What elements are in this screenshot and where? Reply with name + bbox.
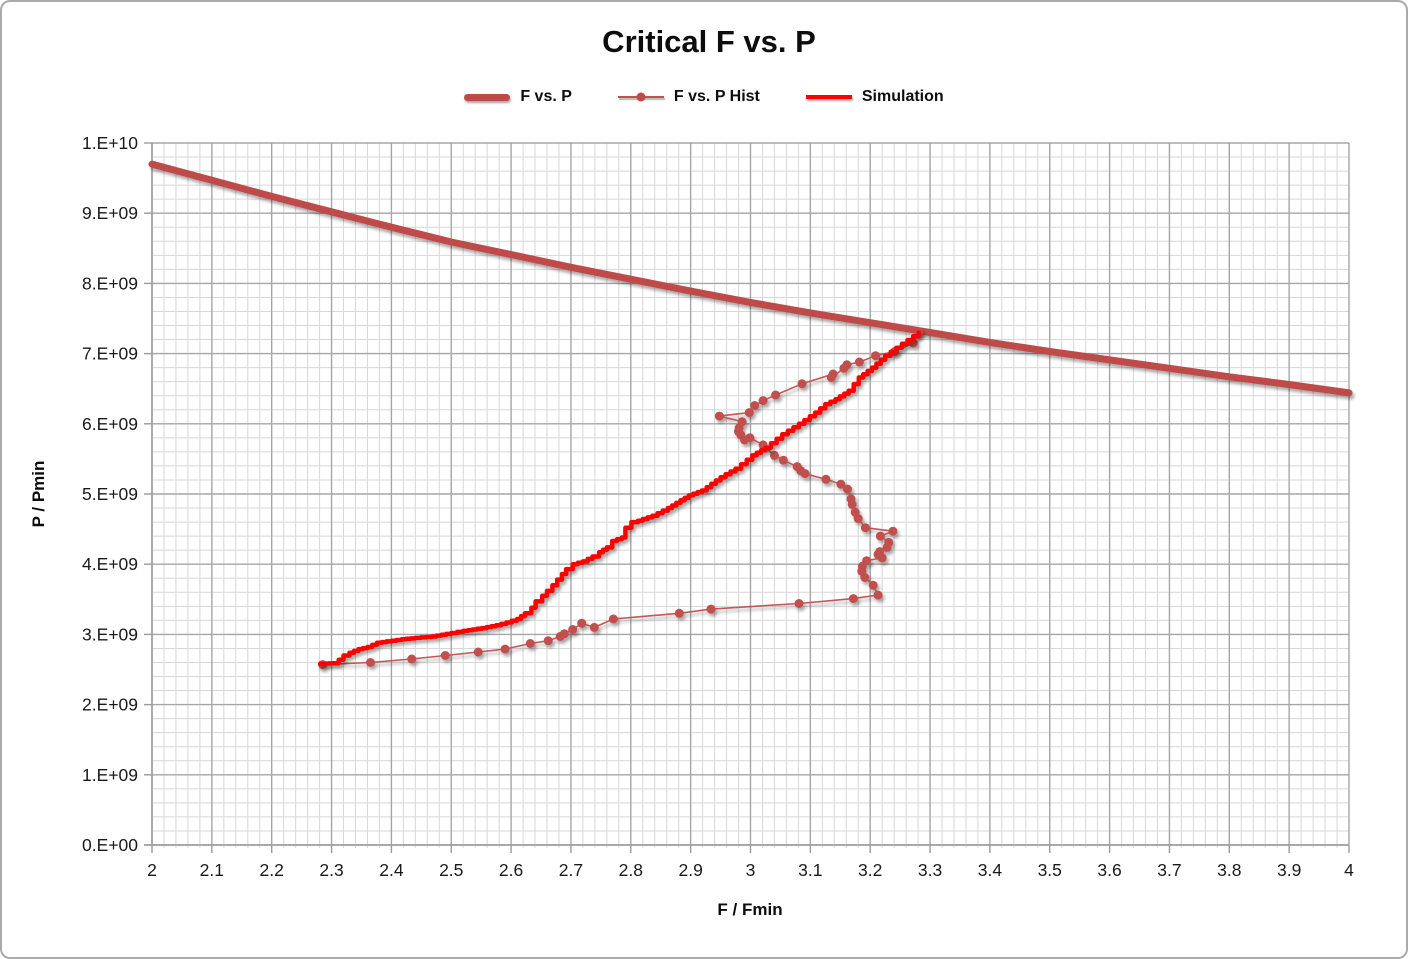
- chart-title: Critical F vs. P: [602, 24, 816, 59]
- svg-text:2: 2: [147, 860, 157, 880]
- svg-text:3.6: 3.6: [1097, 860, 1121, 880]
- legend-label-f-vs-p: F vs. P: [520, 88, 572, 105]
- svg-text:3.3: 3.3: [918, 860, 942, 880]
- svg-text:3.8: 3.8: [1217, 860, 1241, 880]
- svg-text:9.E+09: 9.E+09: [82, 203, 138, 223]
- svg-text:2.1: 2.1: [200, 860, 224, 880]
- svg-text:7.E+09: 7.E+09: [82, 344, 138, 364]
- svg-text:2.7: 2.7: [559, 860, 583, 880]
- svg-text:3.1: 3.1: [798, 860, 822, 880]
- svg-text:2.8: 2.8: [619, 860, 643, 880]
- svg-text:2.4: 2.4: [379, 860, 404, 880]
- legend-label-simulation: Simulation: [861, 88, 944, 105]
- svg-text:3.E+09: 3.E+09: [82, 624, 138, 644]
- svg-text:3.9: 3.9: [1277, 860, 1301, 880]
- svg-text:4.E+09: 4.E+09: [82, 554, 138, 574]
- svg-text:3.2: 3.2: [858, 860, 882, 880]
- legend-item-f-vs-p-hist: F vs. P Hist: [617, 88, 760, 106]
- svg-text:3: 3: [746, 860, 756, 880]
- svg-text:2.E+09: 2.E+09: [82, 695, 138, 715]
- svg-text:0.E+00: 0.E+00: [82, 835, 138, 855]
- legend-swatch-f-vs-p-hist: [617, 92, 664, 102]
- svg-text:2.2: 2.2: [260, 860, 284, 880]
- svg-text:1.E+10: 1.E+10: [82, 133, 138, 153]
- x-axis-title: F / Fmin: [717, 900, 783, 919]
- svg-text:6.E+09: 6.E+09: [82, 414, 138, 434]
- legend-swatch-simulation: [805, 95, 852, 99]
- svg-text:3.5: 3.5: [1038, 860, 1062, 880]
- svg-text:1.E+09: 1.E+09: [82, 765, 138, 785]
- svg-text:4: 4: [1344, 860, 1354, 880]
- svg-text:2.6: 2.6: [499, 860, 523, 880]
- svg-text:3.7: 3.7: [1157, 860, 1181, 880]
- legend-marker-dot: [636, 92, 646, 102]
- legend-label-f-vs-p-hist: F vs. P Hist: [673, 88, 760, 105]
- svg-text:8.E+09: 8.E+09: [82, 273, 138, 293]
- svg-text:2.5: 2.5: [439, 860, 463, 880]
- svg-text:2.3: 2.3: [319, 860, 343, 880]
- legend-item-f-vs-p: F vs. P: [464, 88, 572, 106]
- chart-legend: F vs. P F vs. P Hist Simulation: [2, 88, 1406, 106]
- svg-text:5.E+09: 5.E+09: [82, 484, 138, 504]
- legend-swatch-f-vs-p: [464, 93, 511, 101]
- legend-item-simulation: Simulation: [805, 88, 944, 106]
- svg-text:2.9: 2.9: [678, 860, 702, 880]
- svg-text:3.4: 3.4: [978, 860, 1003, 880]
